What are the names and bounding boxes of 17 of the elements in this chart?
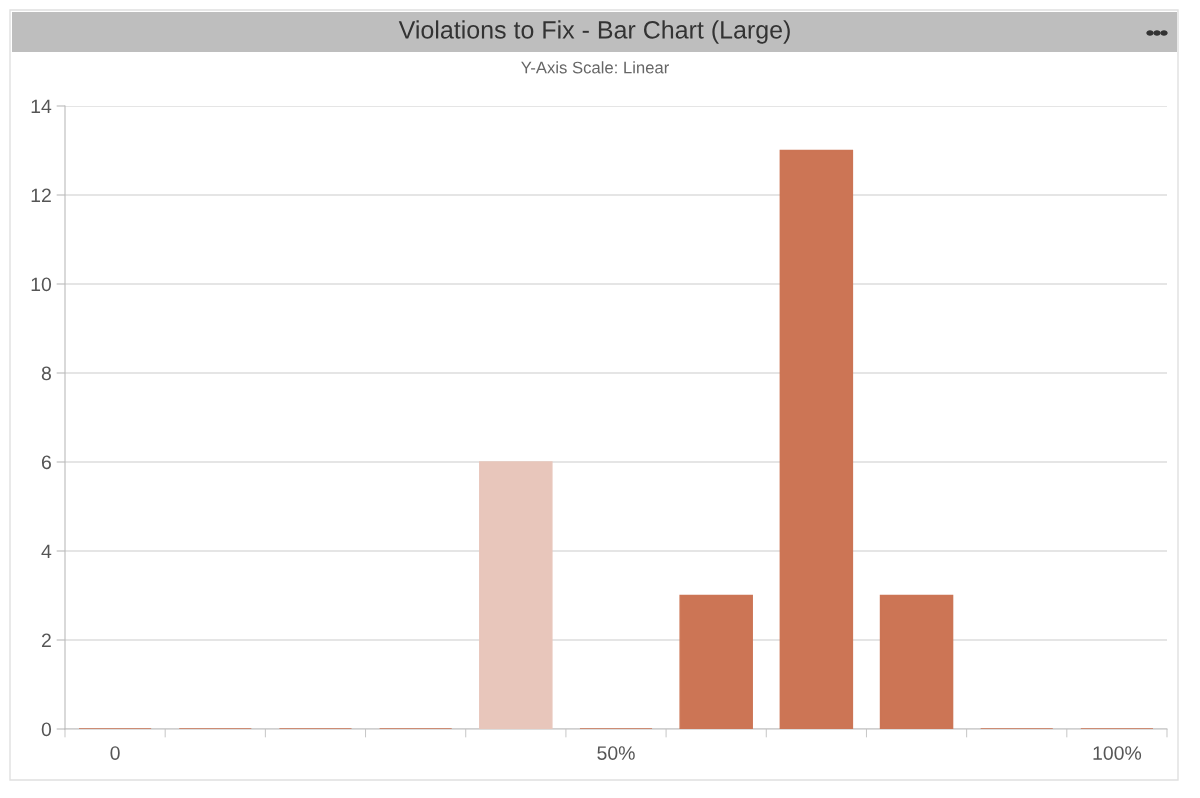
bar <box>879 594 954 729</box>
y-tick-label: 14 <box>31 99 52 114</box>
x-tick-label: 100% <box>1093 746 1142 760</box>
y-tick-label: 12 <box>31 188 51 203</box>
bar <box>479 461 553 729</box>
x-tick-label: 50% <box>597 746 635 760</box>
y-tick-label: 8 <box>41 366 51 381</box>
y-tick-label: 6 <box>41 455 51 470</box>
bar <box>779 149 854 729</box>
y-tick-label: 10 <box>31 277 52 292</box>
y-tick-label: 0 <box>41 722 52 737</box>
chart-subtitle: Y-Axis Scale: Linear <box>521 61 669 74</box>
y-tick-label: 4 <box>41 544 52 559</box>
chart-title: Violations to Fix - Bar Chart (Large) <box>398 20 790 44</box>
bar <box>679 594 753 729</box>
y-tick-label: 2 <box>41 633 51 648</box>
x-tick-label: 0 <box>110 746 120 760</box>
